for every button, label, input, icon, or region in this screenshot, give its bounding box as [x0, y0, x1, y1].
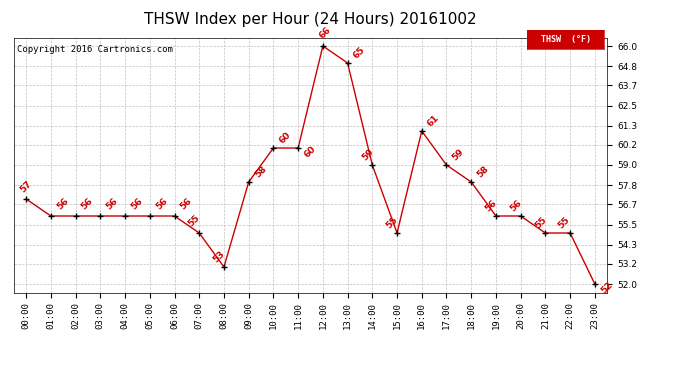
Text: 53: 53	[211, 249, 227, 264]
Text: 56: 56	[104, 196, 119, 212]
Text: 65: 65	[352, 45, 367, 60]
Text: 55: 55	[384, 215, 400, 230]
Text: 56: 56	[55, 196, 70, 212]
Text: 58: 58	[253, 164, 268, 179]
Text: 56: 56	[179, 196, 194, 212]
Text: 60: 60	[277, 130, 293, 145]
Text: 61: 61	[426, 113, 441, 128]
Text: 56: 56	[154, 196, 169, 212]
Text: 59: 59	[451, 147, 466, 162]
Text: 66: 66	[317, 25, 333, 40]
Text: 55: 55	[187, 214, 202, 229]
Text: 56: 56	[80, 196, 95, 212]
Text: 55: 55	[556, 215, 571, 230]
Text: 58: 58	[475, 164, 491, 179]
Text: 57: 57	[18, 180, 33, 195]
Text: Copyright 2016 Cartronics.com: Copyright 2016 Cartronics.com	[17, 45, 172, 54]
Text: 56: 56	[508, 198, 524, 213]
Text: 59: 59	[359, 147, 375, 162]
Title: THSW Index per Hour (24 Hours) 20161002: THSW Index per Hour (24 Hours) 20161002	[144, 12, 477, 27]
Text: 52: 52	[599, 280, 614, 295]
Text: 60: 60	[302, 144, 317, 159]
Text: 55: 55	[533, 215, 548, 230]
Text: 56: 56	[484, 198, 499, 213]
Text: 56: 56	[129, 196, 144, 212]
